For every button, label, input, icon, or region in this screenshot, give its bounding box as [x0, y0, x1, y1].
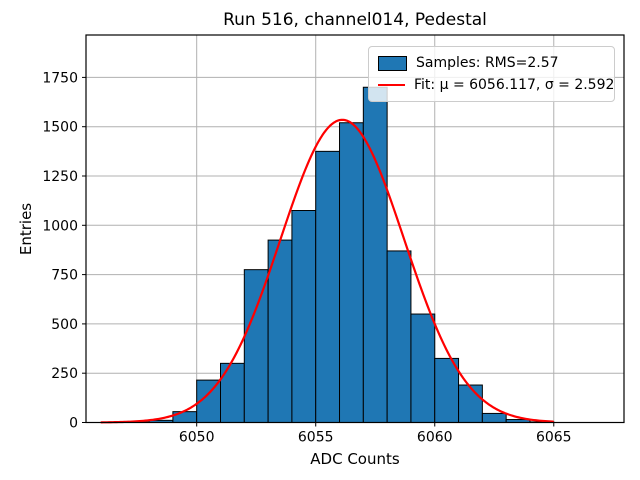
histogram-bar: [481, 412, 507, 423]
axis-ticks: 6050 6055 6060 6065 0 250 500 750 1000 1250 1500 17…: [42, 70, 571, 445]
x-tick-label: 6060: [417, 430, 453, 446]
legend-row-fit: Fit: μ = 6056.117, σ = 2.592: [378, 74, 614, 96]
y-tick-label: 1500: [42, 120, 78, 136]
y-tick-label: 500: [51, 317, 78, 333]
legend-fit-label: Fit: μ = 6056.117, σ = 2.592: [414, 77, 615, 93]
legend-row-samples: Samples: RMS=2.57: [378, 52, 605, 74]
legend: Samples: RMS=2.57 Fit: μ = 6056.117, σ =…: [368, 46, 615, 102]
histogram-bar: [243, 269, 269, 424]
fit-line-icon: [378, 84, 405, 86]
y-tick-label: 250: [51, 366, 78, 382]
x-tick-label: 6050: [179, 430, 215, 446]
y-tick-label: 750: [51, 268, 78, 284]
x-tick-label: 6065: [536, 430, 572, 446]
y-axis-label: Entries: [17, 202, 35, 256]
chart-title: Run 516, channel014, Pedestal: [223, 10, 487, 30]
y-tick-label: 0: [69, 416, 78, 432]
histogram-bar: [410, 313, 436, 423]
y-tick-label: 1000: [42, 218, 78, 234]
histogram-bar: [291, 210, 317, 423]
plot-frame: [85, 34, 625, 424]
histogram-bar: [434, 357, 460, 423]
histogram-bars: [124, 86, 555, 424]
histogram-bar: [220, 362, 245, 423]
y-tick-label: 1750: [42, 70, 78, 86]
histogram-bar: [386, 250, 412, 423]
x-tick-label: 6055: [298, 430, 334, 446]
legend-samples-label: Samples: RMS=2.57: [416, 55, 559, 71]
x-axis-label: ADC Counts: [310, 450, 400, 468]
fit-curve: [100, 118, 554, 424]
histogram-bar: [315, 150, 341, 423]
histogram-bar: [458, 384, 483, 423]
y-tick-label: 1250: [42, 169, 78, 185]
histogram-bar: [339, 122, 364, 423]
samples-patch-icon: [378, 55, 407, 71]
histogram-bar: [362, 86, 388, 423]
